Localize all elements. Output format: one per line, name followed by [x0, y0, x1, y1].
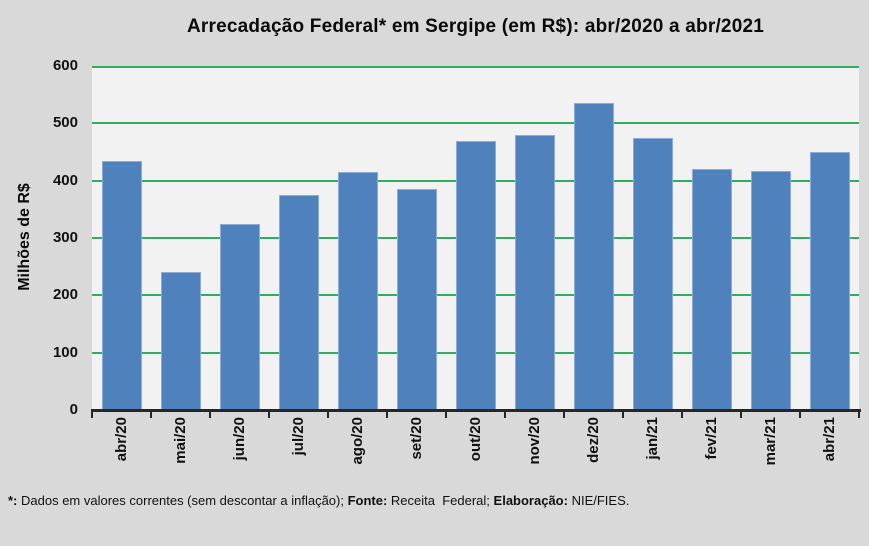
plot-area: [92, 66, 859, 410]
ytick-label-0: 0: [69, 401, 78, 418]
xtick-label-out/20: out/20: [466, 417, 484, 462]
footnote-elaboracao-text: NIE/FIES.: [571, 493, 630, 508]
x-axis-tick-mark: [563, 409, 565, 418]
x-axis-tick-mark: [209, 409, 211, 418]
bar-set/20: [396, 189, 437, 410]
x-axis-tick-mark: [858, 409, 860, 418]
ytick-label-400: 400: [52, 171, 78, 189]
footnote-fonte-label: Fonte:: [347, 493, 391, 508]
bar-fev/21: [691, 169, 732, 410]
xtick-label-abr/21: abr/21: [820, 417, 838, 462]
xtick-label-jul/20: jul/20: [289, 417, 307, 456]
ytick-label-100: 100: [52, 343, 78, 361]
x-axis-tick-mark: [91, 409, 93, 418]
x-axis-tick-mark: [150, 409, 152, 418]
ytick-label-600: 600: [52, 57, 78, 74]
bar-jan/21: [632, 138, 673, 410]
x-axis-tick-mark: [445, 409, 447, 418]
ytick-label-200: 200: [52, 286, 78, 304]
xtick-label-ago/20: ago/20: [348, 417, 366, 465]
x-axis-line: [91, 409, 861, 412]
xtick-label-dez/20: dez/20: [584, 417, 602, 463]
bar-dez/20: [573, 103, 614, 410]
footnote-text: Dados em valores correntes (sem desconta…: [21, 493, 348, 508]
bar-out/20: [455, 141, 496, 410]
xtick-label-abr/20: abr/20: [112, 417, 130, 462]
gridline-600: [92, 66, 859, 68]
footnote-elaboracao-label: Elaboração:: [493, 493, 572, 508]
footnote-fonte-text: Receita Federal;: [390, 493, 494, 508]
bar-abr/20: [101, 161, 142, 410]
x-axis-tick-mark: [386, 409, 388, 418]
bar-mai/20: [160, 272, 201, 410]
bar-jul/20: [278, 195, 319, 410]
x-axis-tick-mark: [327, 409, 329, 418]
x-axis-tick-mark: [799, 409, 801, 418]
xtick-label-mar/21: mar/21: [761, 417, 779, 466]
xtick-label-set/20: set/20: [407, 417, 425, 460]
x-axis-tick-mark: [622, 409, 624, 418]
x-axis-tick-mark: [681, 409, 683, 418]
ytick-label-300: 300: [52, 229, 78, 246]
xtick-label-nov/20: nov/20: [525, 417, 543, 465]
footnote: *: Dados em valores correntes (sem desco…: [8, 493, 858, 508]
bar-nov/20: [514, 135, 555, 410]
bar-mar/21: [750, 171, 791, 410]
footnote-star-label: *:: [8, 493, 21, 508]
bar-ago/20: [337, 172, 378, 410]
ytick-label-500: 500: [52, 114, 78, 132]
xtick-label-mai/20: mai/20: [171, 417, 189, 464]
bar-jun/20: [219, 224, 260, 410]
gridline-500: [92, 122, 859, 125]
x-axis-tick-mark: [504, 409, 506, 418]
x-axis-tick-mark: [268, 409, 270, 418]
xtick-label-jan/21: jan/21: [643, 417, 661, 460]
xtick-label-fev/21: fev/21: [702, 417, 720, 460]
bar-abr/21: [809, 152, 850, 410]
chart-title: Arrecadação Federal* em Sergipe (em R$):…: [186, 16, 764, 37]
xtick-label-jun/20: jun/20: [230, 417, 248, 461]
x-axis-tick-mark: [740, 409, 742, 418]
